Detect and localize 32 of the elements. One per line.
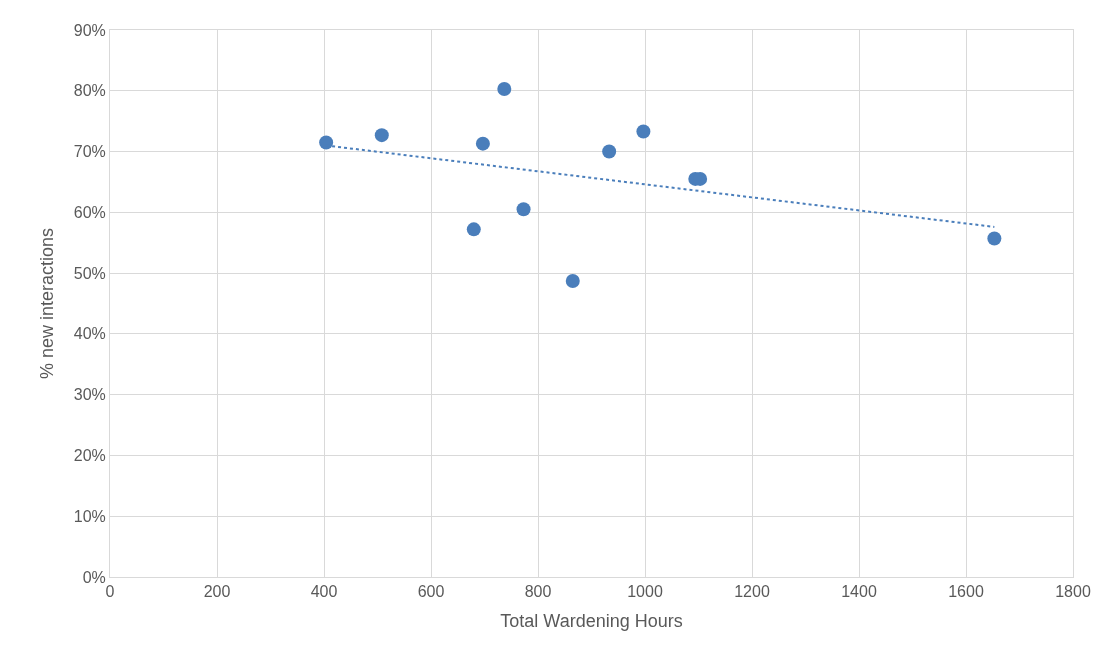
point xyxy=(374,128,389,143)
y-tick-label: 70% xyxy=(73,143,106,161)
x-tick-label: 600 xyxy=(417,583,445,601)
y-axis-title: % new interactions xyxy=(36,227,57,380)
x-tick-label: 1200 xyxy=(734,583,770,601)
y-tick-label: 30% xyxy=(73,386,106,404)
point xyxy=(602,144,617,159)
point xyxy=(466,222,481,237)
y-tick-label: 10% xyxy=(73,507,106,525)
point xyxy=(987,231,1002,246)
point xyxy=(475,136,490,151)
x-tick-label: 1400 xyxy=(841,583,877,601)
y-tick-label: 60% xyxy=(73,203,106,221)
y-tick-label: 50% xyxy=(73,264,106,282)
y-tick-label: 40% xyxy=(73,325,106,343)
point xyxy=(319,135,334,150)
x-tick-label: 800 xyxy=(524,583,552,601)
point xyxy=(636,124,651,139)
x-tick-label: 1000 xyxy=(627,583,663,601)
x-tick-label: 0 xyxy=(105,583,115,601)
y-tick-label: 20% xyxy=(73,447,106,465)
point xyxy=(565,274,580,288)
x-tick-label: 400 xyxy=(310,583,338,601)
x-tick-label: 1600 xyxy=(948,583,984,601)
y-tick-label: 90% xyxy=(73,21,106,39)
point xyxy=(516,202,531,217)
point xyxy=(497,81,512,96)
x-axis-title: Total Wardening Hours xyxy=(500,611,683,632)
y-tick-label: 80% xyxy=(73,82,106,100)
y-tick-label: 0% xyxy=(82,568,106,586)
x-tick-label: 200 xyxy=(203,583,231,601)
x-tick-label: 1800 xyxy=(1055,583,1091,601)
